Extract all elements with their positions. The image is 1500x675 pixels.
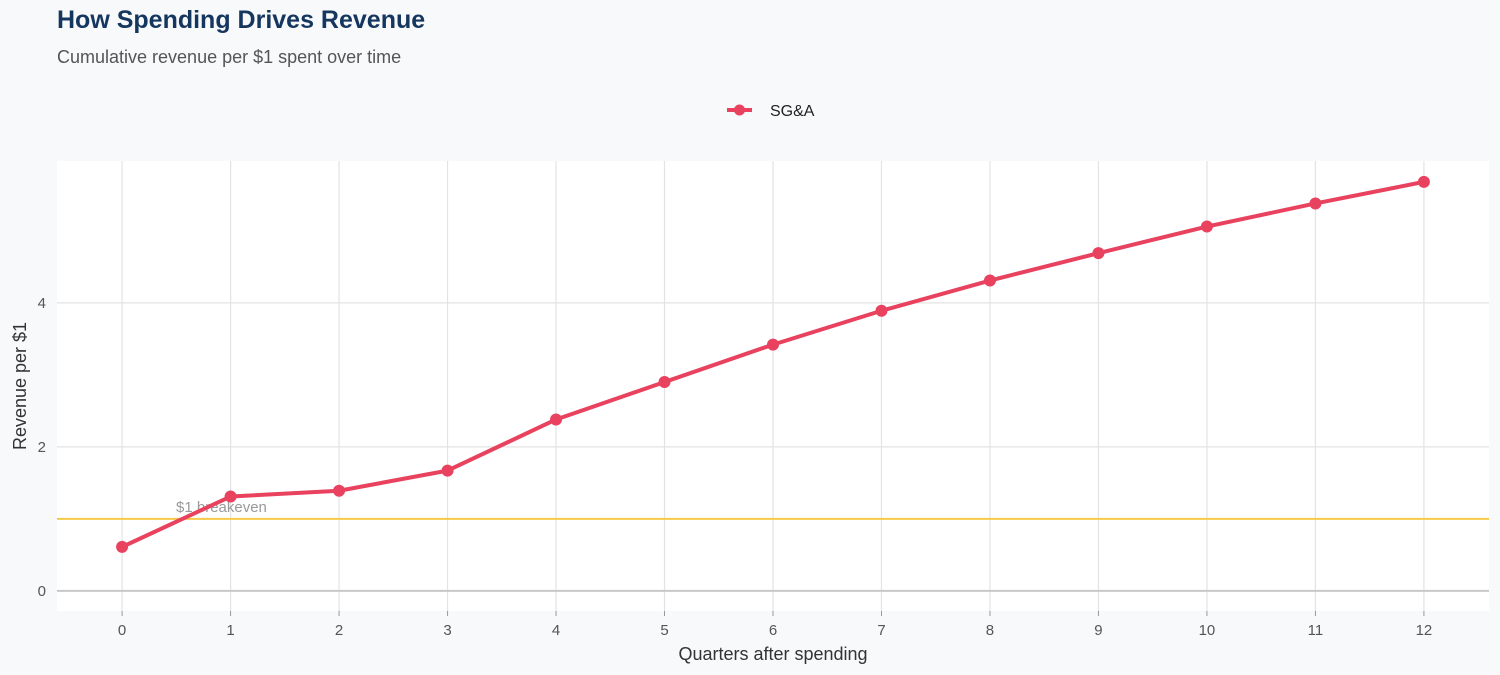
data-point	[1417, 175, 1430, 188]
x-tick-label: 12	[1416, 622, 1433, 639]
chart-title: How Spending Drives Revenue	[57, 6, 426, 34]
data-point	[1200, 220, 1213, 233]
x-tick-label: 2	[335, 622, 343, 639]
x-tick-label: 8	[986, 622, 994, 639]
data-point	[441, 464, 454, 477]
x-tick-label: 6	[769, 622, 777, 639]
x-tick-label: 7	[877, 622, 885, 639]
x-tick-label: 10	[1199, 622, 1216, 639]
legend-marker	[734, 104, 745, 116]
data-point	[550, 413, 563, 426]
x-tick-label: 0	[118, 622, 126, 639]
data-point	[658, 376, 671, 389]
x-tick-label: 11	[1308, 622, 1324, 639]
y-tick-label: 2	[38, 439, 46, 456]
data-point	[1092, 247, 1105, 260]
data-point	[116, 540, 129, 553]
y-tick-label: 4	[38, 295, 46, 312]
x-tick-label: 4	[552, 622, 560, 639]
x-tick-label: 1	[226, 622, 234, 639]
data-point	[224, 490, 237, 503]
legend-label: SG&A	[770, 103, 815, 120]
data-point	[983, 274, 996, 287]
data-point	[875, 304, 888, 317]
chart-subtitle: Cumulative revenue per $1 spent over tim…	[57, 47, 402, 67]
y-tick-label: 0	[38, 583, 46, 600]
y-axis-label: Revenue per $1	[10, 322, 30, 450]
x-axis-label: Quarters after spending	[678, 644, 867, 664]
data-point	[1309, 197, 1322, 210]
x-tick-label: 3	[443, 622, 451, 639]
x-tick-label: 5	[660, 622, 668, 639]
data-point	[767, 338, 779, 351]
x-tick-label: 9	[1094, 622, 1102, 639]
data-point	[333, 484, 346, 497]
